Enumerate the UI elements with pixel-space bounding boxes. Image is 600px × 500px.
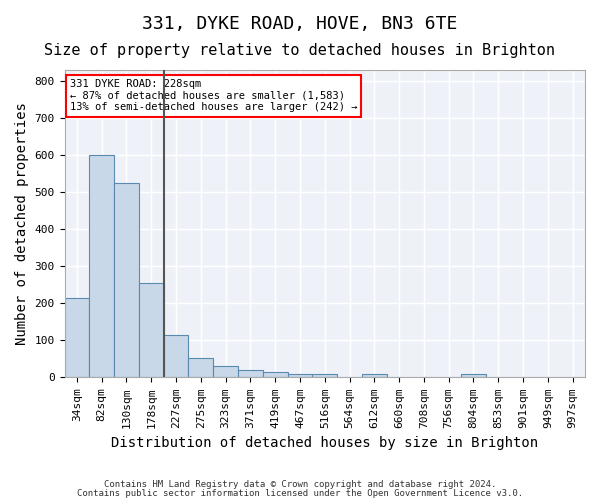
Y-axis label: Number of detached properties: Number of detached properties bbox=[15, 102, 29, 345]
Bar bbox=[213, 366, 238, 378]
Text: 331 DYKE ROAD: 228sqm
← 87% of detached houses are smaller (1,583)
13% of semi-d: 331 DYKE ROAD: 228sqm ← 87% of detached … bbox=[70, 79, 357, 112]
Bar bbox=[313, 374, 337, 378]
Bar bbox=[65, 298, 89, 378]
Bar bbox=[362, 374, 387, 378]
Text: Contains public sector information licensed under the Open Government Licence v3: Contains public sector information licen… bbox=[77, 488, 523, 498]
Bar bbox=[114, 183, 139, 378]
Bar bbox=[139, 283, 164, 378]
X-axis label: Distribution of detached houses by size in Brighton: Distribution of detached houses by size … bbox=[111, 436, 538, 450]
Bar bbox=[238, 370, 263, 378]
Text: Size of property relative to detached houses in Brighton: Size of property relative to detached ho… bbox=[44, 42, 556, 58]
Bar bbox=[263, 372, 287, 378]
Bar bbox=[188, 358, 213, 378]
Text: 331, DYKE ROAD, HOVE, BN3 6TE: 331, DYKE ROAD, HOVE, BN3 6TE bbox=[142, 15, 458, 33]
Bar bbox=[164, 335, 188, 378]
Bar bbox=[89, 155, 114, 378]
Bar bbox=[461, 374, 486, 378]
Bar bbox=[287, 374, 313, 378]
Text: Contains HM Land Registry data © Crown copyright and database right 2024.: Contains HM Land Registry data © Crown c… bbox=[104, 480, 496, 489]
